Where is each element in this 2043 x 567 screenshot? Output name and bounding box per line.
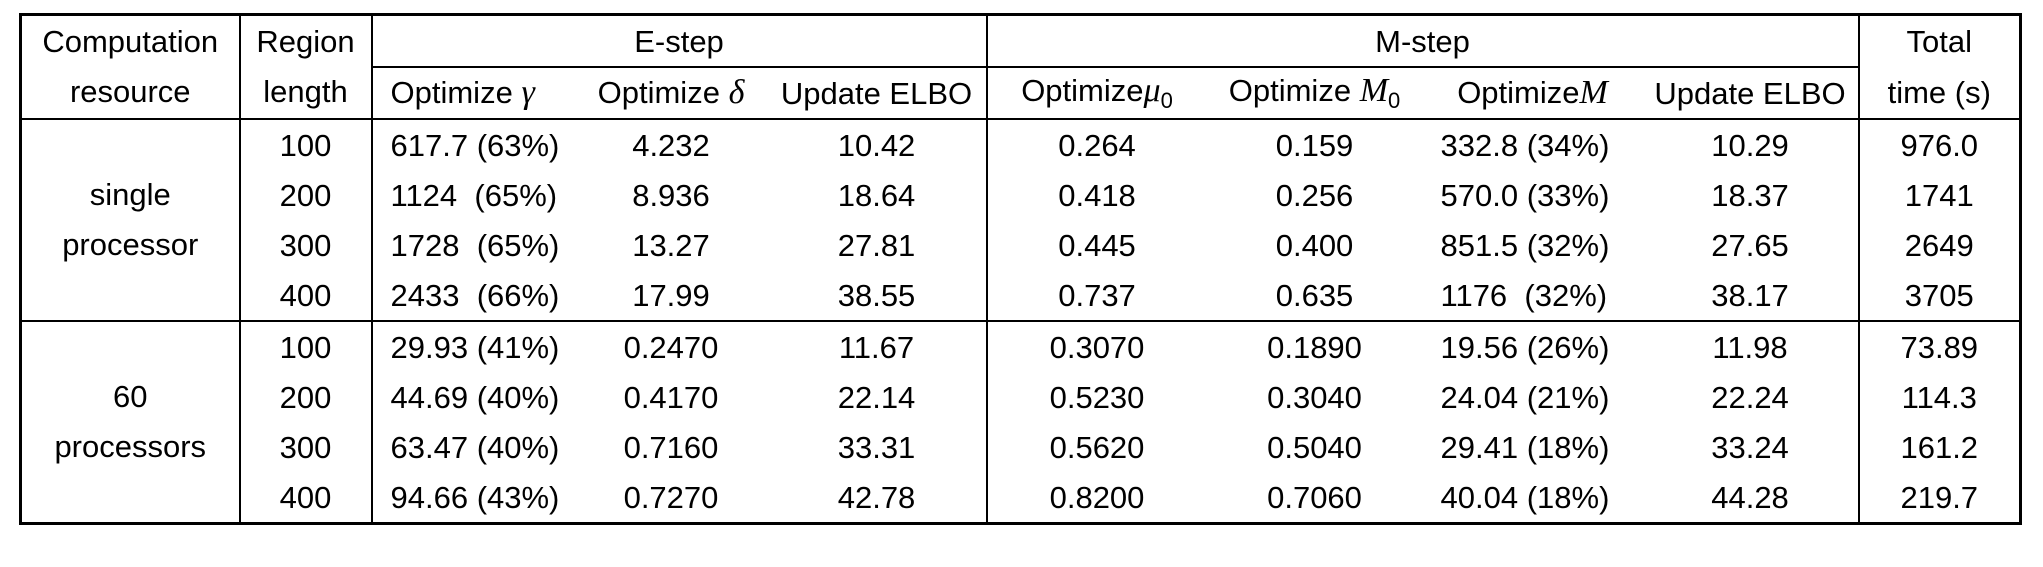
- estep-header: E-step: [370, 14, 987, 68]
- table-cell: 40.04 (18%): [1440, 479, 1610, 515]
- mstep-header: M-step: [985, 14, 1859, 68]
- table-row: single processor 100 617.7 (63%) 4.232 10.42 0…: [21, 119, 2021, 262]
- table-cell: 11.67: [767, 320, 987, 372]
- table-cell: 400: [238, 270, 372, 321]
- table-cell: 44.69 (40%): [370, 372, 575, 422]
- table-cell: 29.41 (18%): [1440, 429, 1610, 465]
- timing-table: Computation resource Region length E-ste…: [19, 13, 2023, 525]
- table-row: 300 63.47 (40%) 0.7160 33.31 0.5620 0.5040 29.…: [21, 422, 2021, 472]
- table-cell: 0.5230: [985, 372, 1207, 422]
- table-cell: 0.2470: [574, 320, 768, 372]
- table-row: 200 1124 (65%) 8.936 18.64 0.418 0.256 570.0 (…: [21, 170, 2021, 220]
- table-cell: 73.89: [1857, 320, 2021, 372]
- table-cell: 0.159: [1275, 127, 1354, 163]
- table-row: 60 processors 100 29.93 (41%) 0.2470 11.67 0.3…: [20, 320, 2021, 524]
- computation-resource-header: Computation resource: [20, 14, 240, 120]
- table-cell: 29.93 (41%): [370, 320, 575, 372]
- table-cell: 44.28: [1711, 479, 1789, 515]
- table-cell: 18.64: [837, 177, 916, 213]
- total-header-line2: time (s): [1857, 67, 2021, 120]
- region-length-header: Region length: [238, 14, 372, 120]
- table-cell: 24.04 (21%): [1440, 379, 1610, 415]
- table-row: 400 2433 (66%) 17.99 38.55 0.737 0.635 1176 (3…: [21, 270, 2021, 321]
- resource-cell: single processor: [62, 177, 199, 262]
- table-cell: 0.264: [985, 119, 1207, 170]
- table-cell: 100: [238, 119, 372, 170]
- resource-cell: 60 processors: [20, 320, 240, 524]
- optimize-delta-header: Optimize δ: [574, 67, 768, 120]
- table-cell: 570.0 (33%): [1440, 177, 1610, 213]
- table-cell: 22.24: [1711, 379, 1789, 415]
- table-cell: 0.1890: [1206, 320, 1423, 372]
- table-cell: 22.14: [837, 379, 916, 415]
- table-cell: 0.8200: [985, 472, 1207, 524]
- table-cell: 13.27: [632, 227, 710, 263]
- optimize-gamma-header: Optimize γ: [370, 67, 575, 120]
- table-cell: 1176 (32%): [1440, 277, 1608, 313]
- optimize-mu0-header: Optimizeμ0: [985, 67, 1207, 120]
- table-cell: 0.256: [1275, 177, 1354, 213]
- table-cell: 114.3: [1857, 372, 2021, 422]
- table-cell: 0.3040: [1267, 379, 1362, 415]
- table-cell: 10.29: [1711, 127, 1789, 163]
- table-cell: 0.635: [1275, 277, 1354, 313]
- table-cell: 200: [238, 170, 372, 220]
- table-cell: 0.418: [985, 170, 1207, 220]
- table-row: 400 94.66 (43%) 0.7270 42.78 0.8200 0.7060 40.…: [21, 472, 2021, 524]
- table-cell: 1741: [1857, 170, 2021, 220]
- table-cell: 0.400: [1275, 227, 1354, 263]
- table-cell: 0.7270: [623, 479, 719, 515]
- table-cell: 38.55: [837, 277, 916, 313]
- table-cell: 1728 (65%): [370, 220, 575, 270]
- table-cell: 200: [238, 372, 372, 422]
- table-cell: 300: [238, 422, 372, 472]
- table-cell: 17.99: [632, 277, 710, 313]
- table-cell: 33.31: [837, 429, 916, 465]
- table-cell: 33.24: [1711, 429, 1789, 465]
- table-cell: 0.3070: [985, 320, 1207, 372]
- table-cell: 11.98: [1642, 320, 1859, 372]
- table-cell: 42.78: [837, 479, 916, 515]
- table-cell: 219.7: [1857, 472, 2021, 524]
- table-cell: 18.37: [1711, 177, 1789, 213]
- total-header-line1: Total: [1857, 14, 2021, 67]
- table-cell: 2649: [1857, 220, 2021, 270]
- table-cell: 161.2: [1857, 422, 2021, 472]
- table-cell: 617.7 (63%): [370, 119, 575, 170]
- table-cell: 0.5620: [985, 422, 1207, 472]
- table-cell: 94.66 (43%): [370, 472, 575, 524]
- table-cell: 0.5040: [1267, 429, 1362, 465]
- table-cell: 3705: [1857, 270, 2021, 321]
- table-cell: 1124 (65%): [370, 170, 575, 220]
- table-cell: 0.445: [985, 220, 1207, 270]
- table-cell: 0.737: [985, 270, 1207, 321]
- table-cell: 4.232: [632, 127, 710, 163]
- table-cell: 0.7160: [623, 429, 719, 465]
- table-cell: 300: [238, 220, 372, 270]
- table-cell: 2433 (66%): [370, 270, 575, 321]
- table-cell: 8.936: [632, 177, 710, 213]
- table-cell: 0.4170: [623, 379, 719, 415]
- table-cell: 0.7060: [1267, 479, 1362, 515]
- table-cell: 27.65: [1711, 227, 1789, 263]
- table-cell: 27.81: [837, 227, 916, 263]
- table-cell: 851.5 (32%): [1440, 227, 1610, 263]
- table-cell: 10.42: [837, 127, 916, 163]
- table-body: single processor 100 617.7 (63%) 4.232 10.42 0…: [20, 119, 2021, 524]
- update-elbo-mstep-header: Update ELBO: [1642, 67, 1859, 120]
- update-elbo-estep-header: Update ELBO: [767, 67, 987, 120]
- table-row: 200 44.69 (40%) 0.4170 22.14 0.5230 0.3040 24.…: [21, 372, 2021, 422]
- table-cell: 400: [238, 472, 372, 524]
- table-cell: 19.56 (26%): [1422, 320, 1643, 372]
- optimize-M-header: OptimizeM: [1422, 67, 1643, 120]
- table-cell: 63.47 (40%): [370, 422, 575, 472]
- table-cell: 332.8 (34%): [1440, 127, 1610, 163]
- table-cell: 976.0: [1857, 119, 2021, 170]
- table-cell: 100: [238, 320, 372, 372]
- optimize-M0-header: Optimize M0: [1206, 67, 1423, 120]
- table-cell: 38.17: [1711, 277, 1789, 313]
- table-row: 300 1728 (65%) 13.27 27.81 0.445 0.400 851.5 (…: [21, 220, 2021, 270]
